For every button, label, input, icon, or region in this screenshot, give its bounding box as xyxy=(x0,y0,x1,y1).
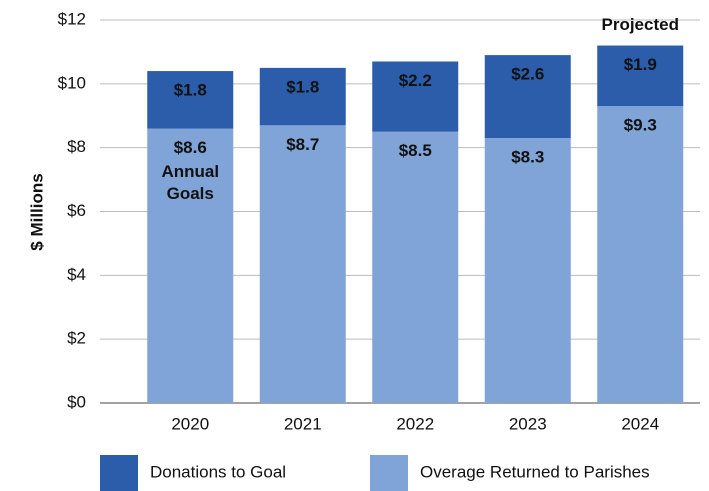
bar-segment xyxy=(484,138,571,403)
bar-segment xyxy=(259,67,346,126)
y-tick-label: $12 xyxy=(58,9,86,28)
annotation: Projected xyxy=(602,15,679,34)
data-label: $9.3 xyxy=(624,116,657,135)
bar-segment xyxy=(597,106,684,404)
data-label: $1.8 xyxy=(286,77,319,96)
x-tick-label: 2022 xyxy=(396,414,434,433)
x-tick-label: 2021 xyxy=(284,414,322,433)
bar-segment xyxy=(147,71,234,129)
x-tick-label: 2024 xyxy=(621,414,659,433)
annotation: Annual Goals xyxy=(161,161,220,203)
y-tick-label: $4 xyxy=(67,265,86,284)
data-label: $1.9 xyxy=(624,55,657,74)
legend-label: Donations to Goal xyxy=(150,462,286,481)
bar-segment xyxy=(372,61,459,132)
y-tick-label: $6 xyxy=(67,201,86,220)
data-label: $2.2 xyxy=(399,71,432,90)
y-axis-label: $ Millions xyxy=(27,173,46,250)
bar-segment xyxy=(372,131,459,404)
x-tick-label: 2020 xyxy=(171,414,209,433)
bar-segment xyxy=(484,55,571,139)
data-label: $2.6 xyxy=(511,65,544,84)
legend-swatch xyxy=(100,455,138,491)
y-tick-label: $8 xyxy=(67,137,86,156)
bar-segment xyxy=(259,125,346,403)
data-label: $8.3 xyxy=(511,148,544,167)
y-tick-label: $2 xyxy=(67,329,86,348)
bar-segment xyxy=(597,45,684,107)
legend-swatch xyxy=(370,455,408,491)
x-tick-label: 2023 xyxy=(509,414,547,433)
data-label: $8.7 xyxy=(286,135,319,154)
y-tick-label: $0 xyxy=(67,392,86,411)
data-label: $8.5 xyxy=(399,141,432,160)
y-tick-label: $10 xyxy=(58,73,86,92)
data-label: $1.8 xyxy=(174,81,207,100)
data-label: $8.6 xyxy=(174,138,207,157)
legend-label: Overage Returned to Parishes xyxy=(420,462,650,481)
bar-segment xyxy=(147,128,234,403)
